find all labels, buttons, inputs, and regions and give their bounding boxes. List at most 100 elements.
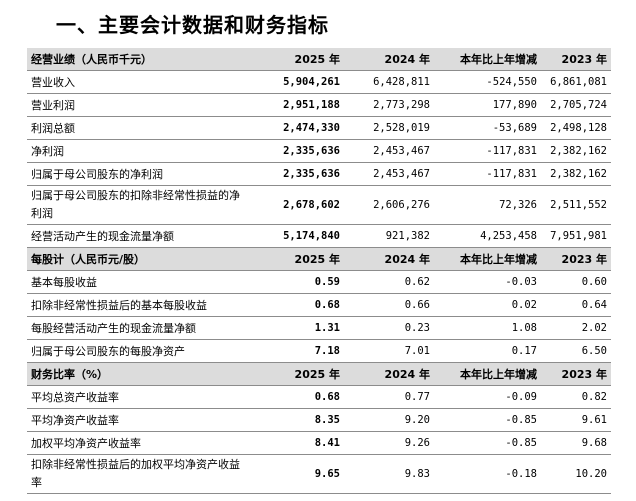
value-cell: 0.68 <box>249 385 344 409</box>
value-cell: -53,689 <box>434 116 541 140</box>
value-cell: -524,550 <box>434 70 541 94</box>
table-row: 每股经营活动产生的现金流量净额 1.31 0.23 1.08 2.02 <box>27 316 611 340</box>
table-row: 经营活动产生的现金流量净额 5,174,840 921,382 4,253,45… <box>27 224 611 248</box>
value-cell: 0.64 <box>541 293 611 317</box>
table-row: 平均净资产收益率 8.35 9.20 -0.85 9.61 <box>27 408 611 432</box>
value-cell: 2,453,467 <box>344 162 434 186</box>
row-label: 扣除非经常性损益后的基本每股收益 <box>27 293 249 317</box>
value-cell: 2,678,602 <box>249 185 344 225</box>
financial-data-table: 经营业绩（人民币千元） 2025 年 2024 年 本年比上年增减 2023 年… <box>27 48 611 494</box>
header-cell: 2025 年 <box>249 48 344 71</box>
header-cell: 2024 年 <box>344 48 434 71</box>
value-cell: 9.68 <box>541 431 611 455</box>
header-cell: 2025 年 <box>249 247 344 271</box>
header-cell: 每股计（人民币元/股） <box>27 247 249 271</box>
section-header-financial-ratios: 财务比率（%） 2025 年 2024 年 本年比上年增减 2023 年 <box>27 362 611 386</box>
row-label: 归属于母公司股东的每股净资产 <box>27 339 249 363</box>
value-cell: 72,326 <box>434 185 541 225</box>
value-cell: 9.83 <box>344 454 434 494</box>
value-cell: 0.66 <box>344 293 434 317</box>
table-row: 扣除非经常性损益后的基本每股收益 0.68 0.66 0.02 0.64 <box>27 293 611 317</box>
table-row: 扣除非经常性损益后的加权平均净资产收益率 9.65 9.83 -0.18 10.… <box>27 454 611 494</box>
header-cell: 2024 年 <box>344 247 434 271</box>
value-cell: 0.77 <box>344 385 434 409</box>
header-cell: 经营业绩（人民币千元） <box>27 48 249 71</box>
value-cell: 2,474,330 <box>249 116 344 140</box>
table-row: 利润总额 2,474,330 2,528,019 -53,689 2,498,1… <box>27 116 611 140</box>
section-title: 一、主要会计数据和财务指标 <box>56 13 329 37</box>
row-label: 平均净资产收益率 <box>27 408 249 432</box>
value-cell: 6.50 <box>541 339 611 363</box>
header-cell: 2025 年 <box>249 362 344 386</box>
header-cell: 2024 年 <box>344 362 434 386</box>
value-cell: 9.65 <box>249 454 344 494</box>
value-cell: -117,831 <box>434 139 541 163</box>
value-cell: 7,951,981 <box>541 224 611 248</box>
value-cell: 0.59 <box>249 270 344 294</box>
value-cell: 10.20 <box>541 454 611 494</box>
header-cell: 本年比上年增减 <box>434 362 541 386</box>
value-cell: -0.09 <box>434 385 541 409</box>
value-cell: 2,606,276 <box>344 185 434 225</box>
value-cell: 6,428,811 <box>344 70 434 94</box>
value-cell: 0.82 <box>541 385 611 409</box>
value-cell: 0.23 <box>344 316 434 340</box>
table-row: 加权平均净资产收益率 8.41 9.26 -0.85 9.68 <box>27 431 611 455</box>
value-cell: 2,335,636 <box>249 139 344 163</box>
value-cell: 2,951,188 <box>249 93 344 117</box>
row-label: 经营活动产生的现金流量净额 <box>27 224 249 248</box>
row-label: 加权平均净资产收益率 <box>27 431 249 455</box>
value-cell: 5,174,840 <box>249 224 344 248</box>
header-cell: 2023 年 <box>541 48 611 71</box>
table-row: 归属于母公司股东的扣除非经常性损益的净利润 2,678,602 2,606,27… <box>27 185 611 225</box>
row-label: 扣除非经常性损益后的加权平均净资产收益率 <box>27 454 249 494</box>
value-cell: -117,831 <box>434 162 541 186</box>
header-cell: 财务比率（%） <box>27 362 249 386</box>
header-cell: 2023 年 <box>541 362 611 386</box>
value-cell: 2.02 <box>541 316 611 340</box>
value-cell: 2,382,162 <box>541 162 611 186</box>
value-cell: 9.26 <box>344 431 434 455</box>
row-label: 平均总资产收益率 <box>27 385 249 409</box>
value-cell: 8.35 <box>249 408 344 432</box>
value-cell: -0.03 <box>434 270 541 294</box>
value-cell: 1.31 <box>249 316 344 340</box>
value-cell: 2,705,724 <box>541 93 611 117</box>
value-cell: 0.60 <box>541 270 611 294</box>
value-cell: 4,253,458 <box>434 224 541 248</box>
row-label: 营业收入 <box>27 70 249 94</box>
header-cell: 2023 年 <box>541 247 611 271</box>
value-cell: 9.61 <box>541 408 611 432</box>
row-label: 净利润 <box>27 139 249 163</box>
value-cell: 2,453,467 <box>344 139 434 163</box>
value-cell: 0.02 <box>434 293 541 317</box>
row-label: 每股经营活动产生的现金流量净额 <box>27 316 249 340</box>
value-cell: 2,382,162 <box>541 139 611 163</box>
value-cell: 2,528,019 <box>344 116 434 140</box>
row-label: 归属于母公司股东的净利润 <box>27 162 249 186</box>
table-row: 营业利润 2,951,188 2,773,298 177,890 2,705,7… <box>27 93 611 117</box>
value-cell: 2,511,552 <box>541 185 611 225</box>
table-row: 平均总资产收益率 0.68 0.77 -0.09 0.82 <box>27 385 611 409</box>
value-cell: 0.62 <box>344 270 434 294</box>
value-cell: 8.41 <box>249 431 344 455</box>
table-row: 净利润 2,335,636 2,453,467 -117,831 2,382,1… <box>27 139 611 163</box>
value-cell: 9.20 <box>344 408 434 432</box>
header-cell: 本年比上年增减 <box>434 247 541 271</box>
value-cell: 0.17 <box>434 339 541 363</box>
table-row: 营业收入 5,904,261 6,428,811 -524,550 6,861,… <box>27 70 611 94</box>
value-cell: -0.85 <box>434 408 541 432</box>
value-cell: 0.68 <box>249 293 344 317</box>
section-header-per-share: 每股计（人民币元/股） 2025 年 2024 年 本年比上年增减 2023 年 <box>27 247 611 271</box>
table-row: 基本每股收益 0.59 0.62 -0.03 0.60 <box>27 270 611 294</box>
value-cell: 2,773,298 <box>344 93 434 117</box>
value-cell: 7.18 <box>249 339 344 363</box>
header-cell: 本年比上年增减 <box>434 48 541 71</box>
table-row: 归属于母公司股东的每股净资产 7.18 7.01 0.17 6.50 <box>27 339 611 363</box>
row-label: 归属于母公司股东的扣除非经常性损益的净利润 <box>27 185 249 225</box>
value-cell: 1.08 <box>434 316 541 340</box>
value-cell: -0.18 <box>434 454 541 494</box>
value-cell: 177,890 <box>434 93 541 117</box>
value-cell: 7.01 <box>344 339 434 363</box>
